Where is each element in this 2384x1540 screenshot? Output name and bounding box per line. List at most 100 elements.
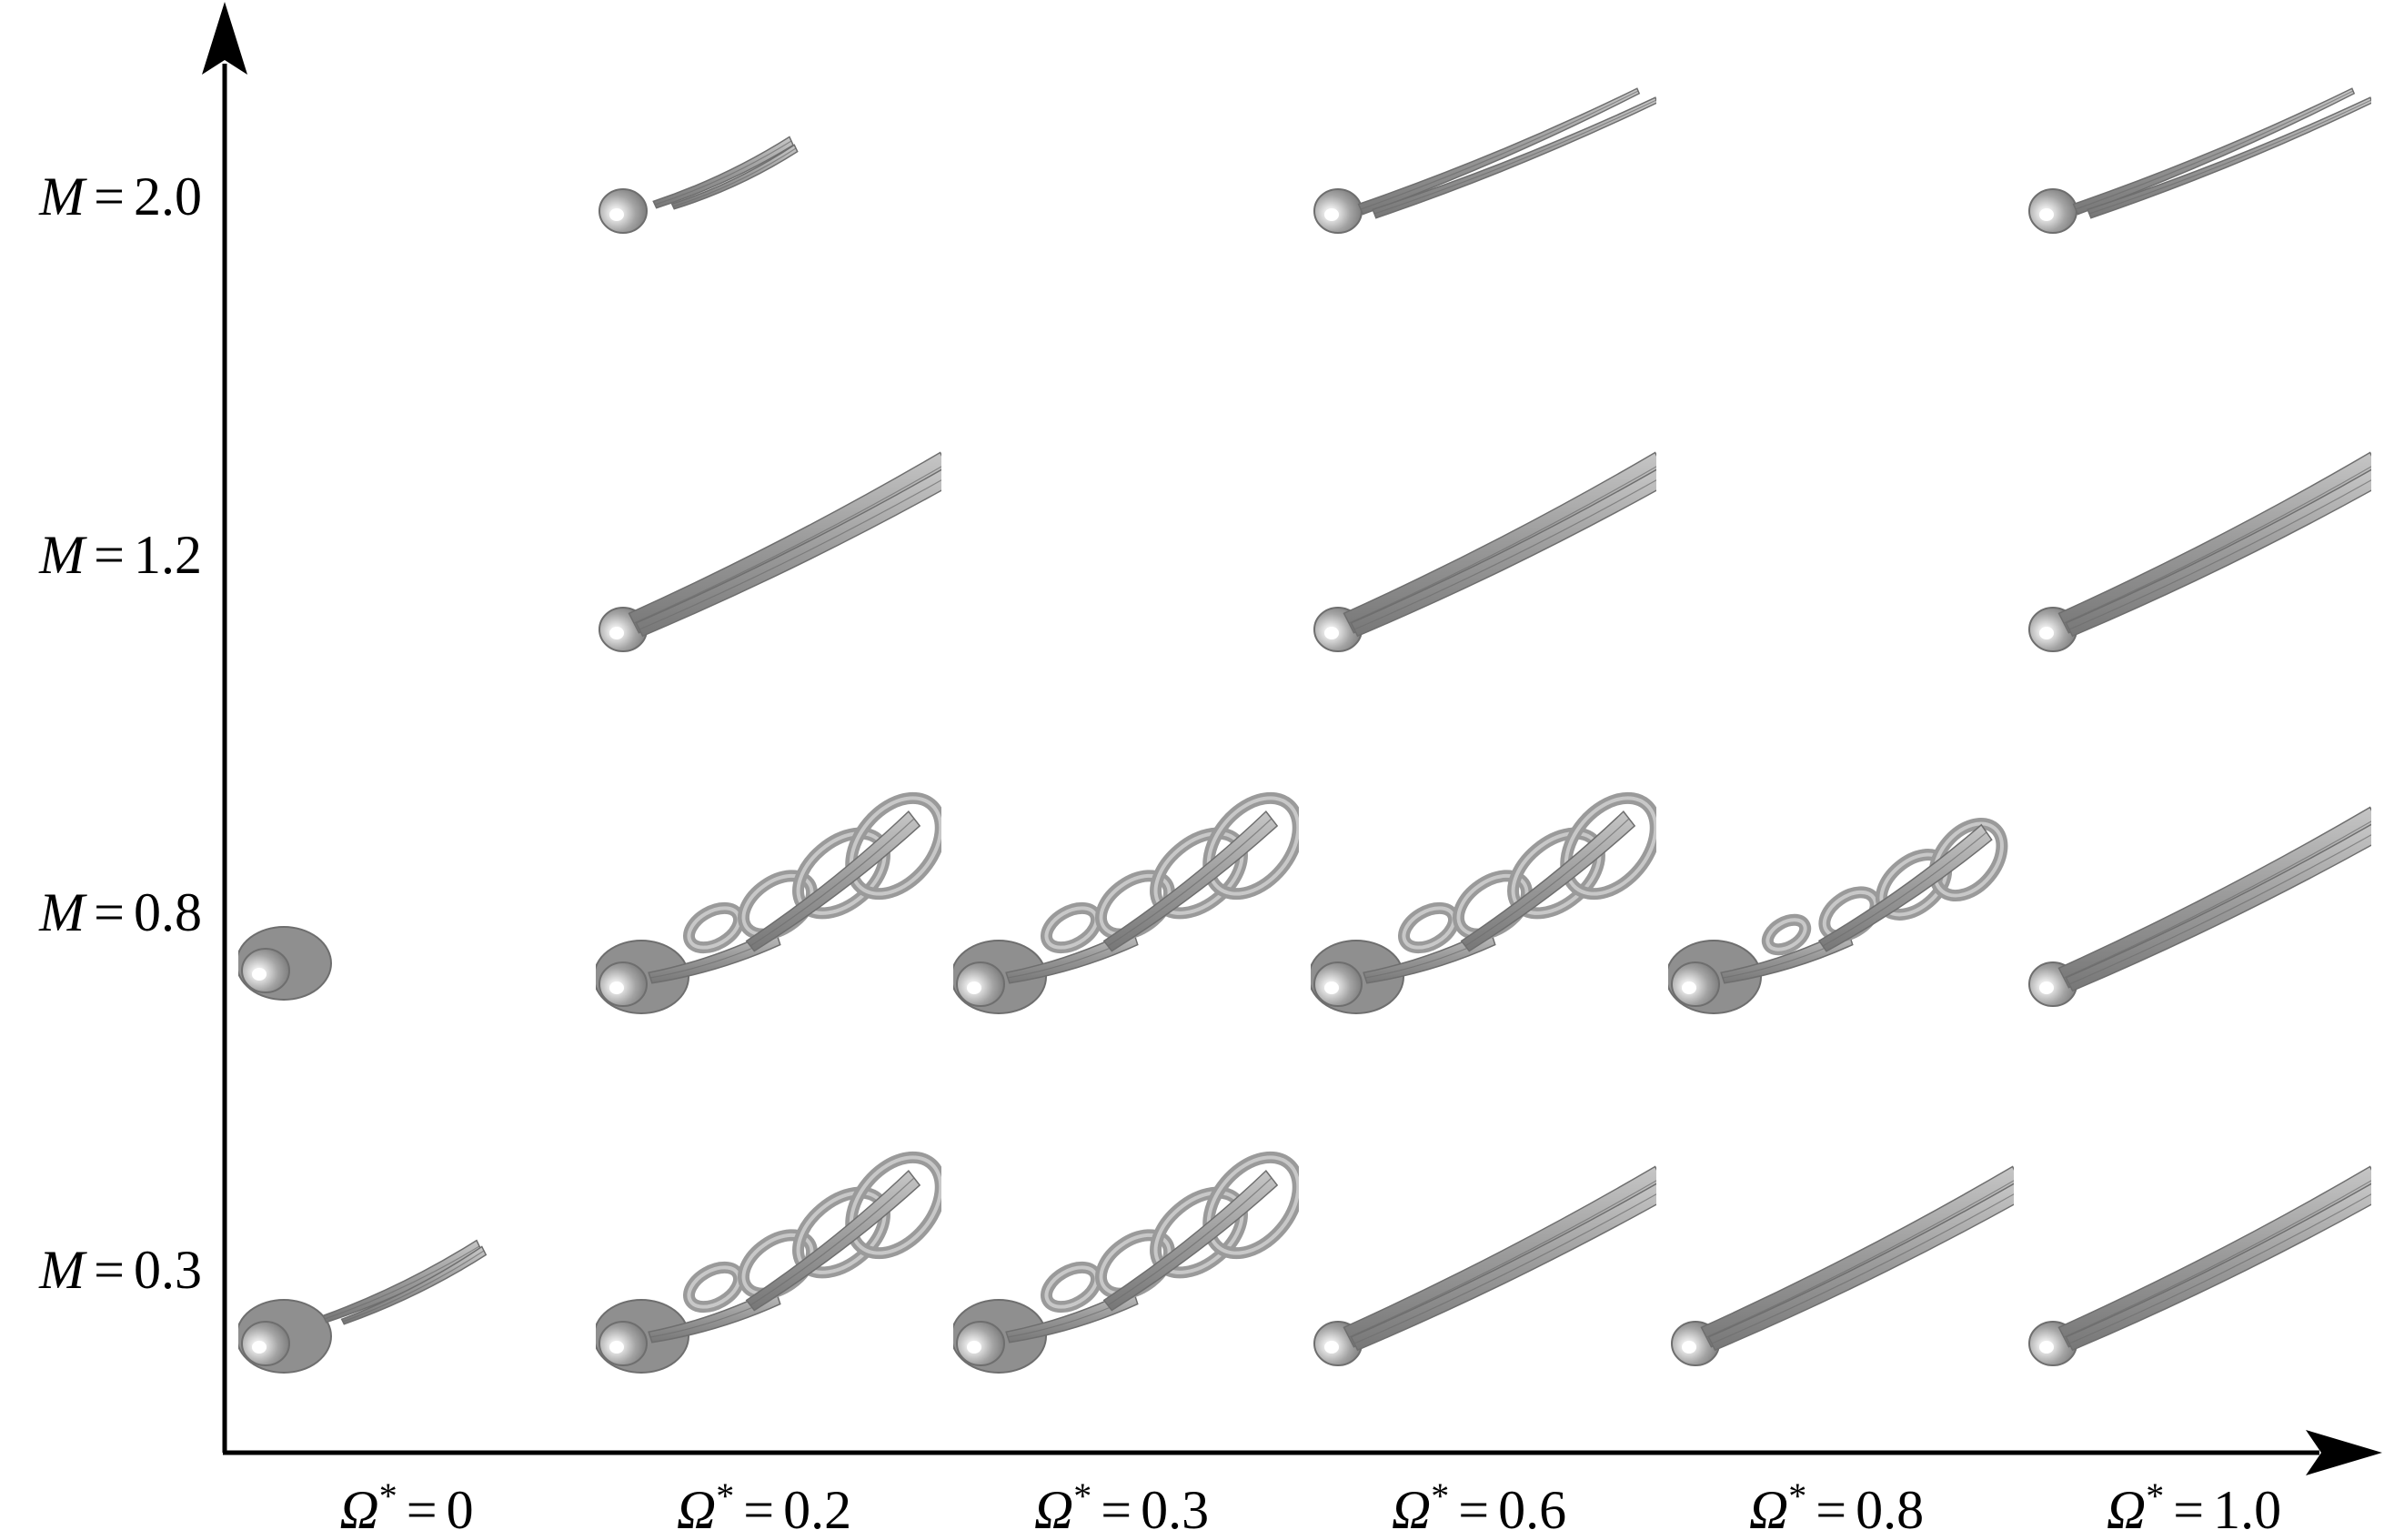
vortex-ring-highlight bbox=[849, 1155, 941, 1255]
x-label-value: 0.6 bbox=[1498, 1480, 1567, 1540]
x-label-value: 0 bbox=[446, 1480, 474, 1540]
cell-content bbox=[1313, 1165, 1656, 1366]
y-label-eq: = bbox=[94, 1240, 125, 1300]
cell-content bbox=[596, 1151, 941, 1374]
cell-content bbox=[1311, 791, 1656, 1014]
y-label-value: 1.2 bbox=[134, 525, 202, 585]
x-label-sup: * bbox=[378, 1475, 397, 1516]
isosurface-cell-17 bbox=[2028, 1165, 2371, 1366]
sphere-highlight bbox=[252, 1341, 267, 1354]
cell-content bbox=[1313, 87, 1656, 234]
tube-crease bbox=[2063, 1180, 2371, 1338]
vortex-ring-highlight bbox=[687, 1265, 741, 1309]
hairpin-leg bbox=[745, 1169, 921, 1312]
vortex-ring-highlight bbox=[1933, 821, 2004, 898]
isosurface-cell-0 bbox=[599, 136, 799, 234]
tube-crease bbox=[2068, 834, 2371, 985]
sphere-highlight bbox=[967, 1341, 981, 1354]
isosurface-cell-10 bbox=[1668, 818, 2008, 1014]
y-label-symbol: M bbox=[39, 1240, 86, 1300]
vortex-ring-highlight bbox=[1044, 1265, 1099, 1309]
tube-crease bbox=[2088, 99, 2371, 215]
tube-crease bbox=[2068, 479, 2371, 630]
y-label-eq: = bbox=[94, 525, 125, 585]
vortex-ring-highlight bbox=[849, 796, 941, 896]
sphere-highlight bbox=[1682, 981, 1696, 994]
tube-crease bbox=[2075, 90, 2354, 210]
cell-content bbox=[238, 926, 332, 1001]
sphere bbox=[2028, 188, 2077, 234]
tube-crease bbox=[639, 479, 941, 630]
x-label-sup: * bbox=[716, 1475, 735, 1516]
sphere-highlight bbox=[1324, 1341, 1339, 1354]
vortex-thread bbox=[2072, 87, 2356, 216]
sphere bbox=[956, 961, 1005, 1007]
y-label-symbol: M bbox=[39, 525, 86, 585]
sphere-highlight bbox=[1324, 208, 1339, 221]
y-label-eq: = bbox=[94, 882, 125, 942]
x-label-sup: * bbox=[1431, 1475, 1450, 1516]
vortex-thread bbox=[1357, 87, 1641, 216]
tube-crease bbox=[749, 818, 915, 947]
sphere-highlight bbox=[609, 208, 624, 221]
cell-content bbox=[1313, 451, 1656, 652]
x-label-omega-1-0: Ω* = 1.0 bbox=[2039, 1478, 2349, 1538]
tube-crease bbox=[324, 1245, 480, 1320]
tube-crease bbox=[749, 1177, 915, 1306]
tube-crease bbox=[1348, 1180, 1656, 1338]
sphere-highlight bbox=[1682, 1341, 1696, 1354]
x-label-symbol: Ω bbox=[1033, 1480, 1074, 1540]
isosurface-cell-2 bbox=[2028, 87, 2371, 234]
x-label-omega-0: Ω* = 0 bbox=[252, 1475, 561, 1540]
x-label-symbol: Ω bbox=[1391, 1480, 1432, 1540]
isosurface-cell-6 bbox=[238, 926, 332, 1001]
x-label-value: 0.8 bbox=[1856, 1480, 1925, 1540]
isosurface-cell-16 bbox=[1671, 1165, 2014, 1366]
cell-content bbox=[953, 791, 1299, 1014]
isosurface-cell-12 bbox=[238, 1239, 488, 1374]
x-label-value: 0.3 bbox=[1141, 1480, 1210, 1540]
tube-crease bbox=[1705, 1180, 2014, 1338]
vortex-ring-highlight bbox=[1402, 906, 1456, 950]
tube-crease bbox=[1107, 1177, 1272, 1306]
streamwise-vortex-pair bbox=[2065, 1183, 2371, 1352]
y-label-m-0-3: M = 0.3 bbox=[0, 1243, 202, 1297]
x-label-eq: = bbox=[406, 1480, 438, 1540]
hairpin-leg bbox=[745, 810, 921, 952]
sphere-highlight bbox=[2039, 208, 2054, 221]
cell-content bbox=[2028, 87, 2371, 234]
y-label-symbol: M bbox=[39, 166, 86, 226]
tube-crease bbox=[1711, 1193, 2014, 1344]
isosurface-cell-4 bbox=[1313, 451, 1656, 652]
tube-crease bbox=[1353, 1193, 1656, 1344]
sphere-highlight bbox=[2039, 627, 2054, 639]
cell-content bbox=[238, 1239, 488, 1374]
cell-content bbox=[2028, 1165, 2371, 1366]
x-label-omega-0-3: Ω* = 0.3 bbox=[967, 1478, 1276, 1540]
isosurface-cell-13 bbox=[596, 1151, 941, 1374]
isosurface-cell-7 bbox=[596, 791, 941, 1014]
x-axis-arrowhead bbox=[2306, 1430, 2382, 1475]
tube-crease bbox=[1107, 818, 1272, 947]
hairpin-leg bbox=[1102, 810, 1279, 952]
x-label-eq: = bbox=[743, 1480, 775, 1540]
sphere bbox=[241, 1321, 290, 1366]
y-label-value: 0.3 bbox=[134, 1240, 202, 1300]
hairpin-leg bbox=[1817, 823, 1993, 952]
isosurface-cell-15 bbox=[1313, 1165, 1656, 1366]
tube-crease bbox=[633, 466, 941, 624]
cell-content bbox=[599, 451, 941, 652]
isosurface-cell-3 bbox=[599, 451, 941, 652]
streamwise-vortex-pair bbox=[1350, 1183, 1656, 1352]
y-label-symbol: M bbox=[39, 882, 86, 942]
isosurface-cell-5 bbox=[2028, 451, 2371, 652]
vortex-ring-highlight bbox=[1206, 796, 1299, 896]
tube-crease bbox=[342, 1250, 485, 1323]
cell-content bbox=[2028, 806, 2371, 1007]
x-label-symbol: Ω bbox=[676, 1480, 717, 1540]
isosurface-grid bbox=[238, 87, 2371, 1374]
vortex-ring-highlight bbox=[1765, 918, 1807, 951]
x-label-value: 0.2 bbox=[783, 1480, 852, 1540]
tube-crease bbox=[1373, 99, 1656, 215]
